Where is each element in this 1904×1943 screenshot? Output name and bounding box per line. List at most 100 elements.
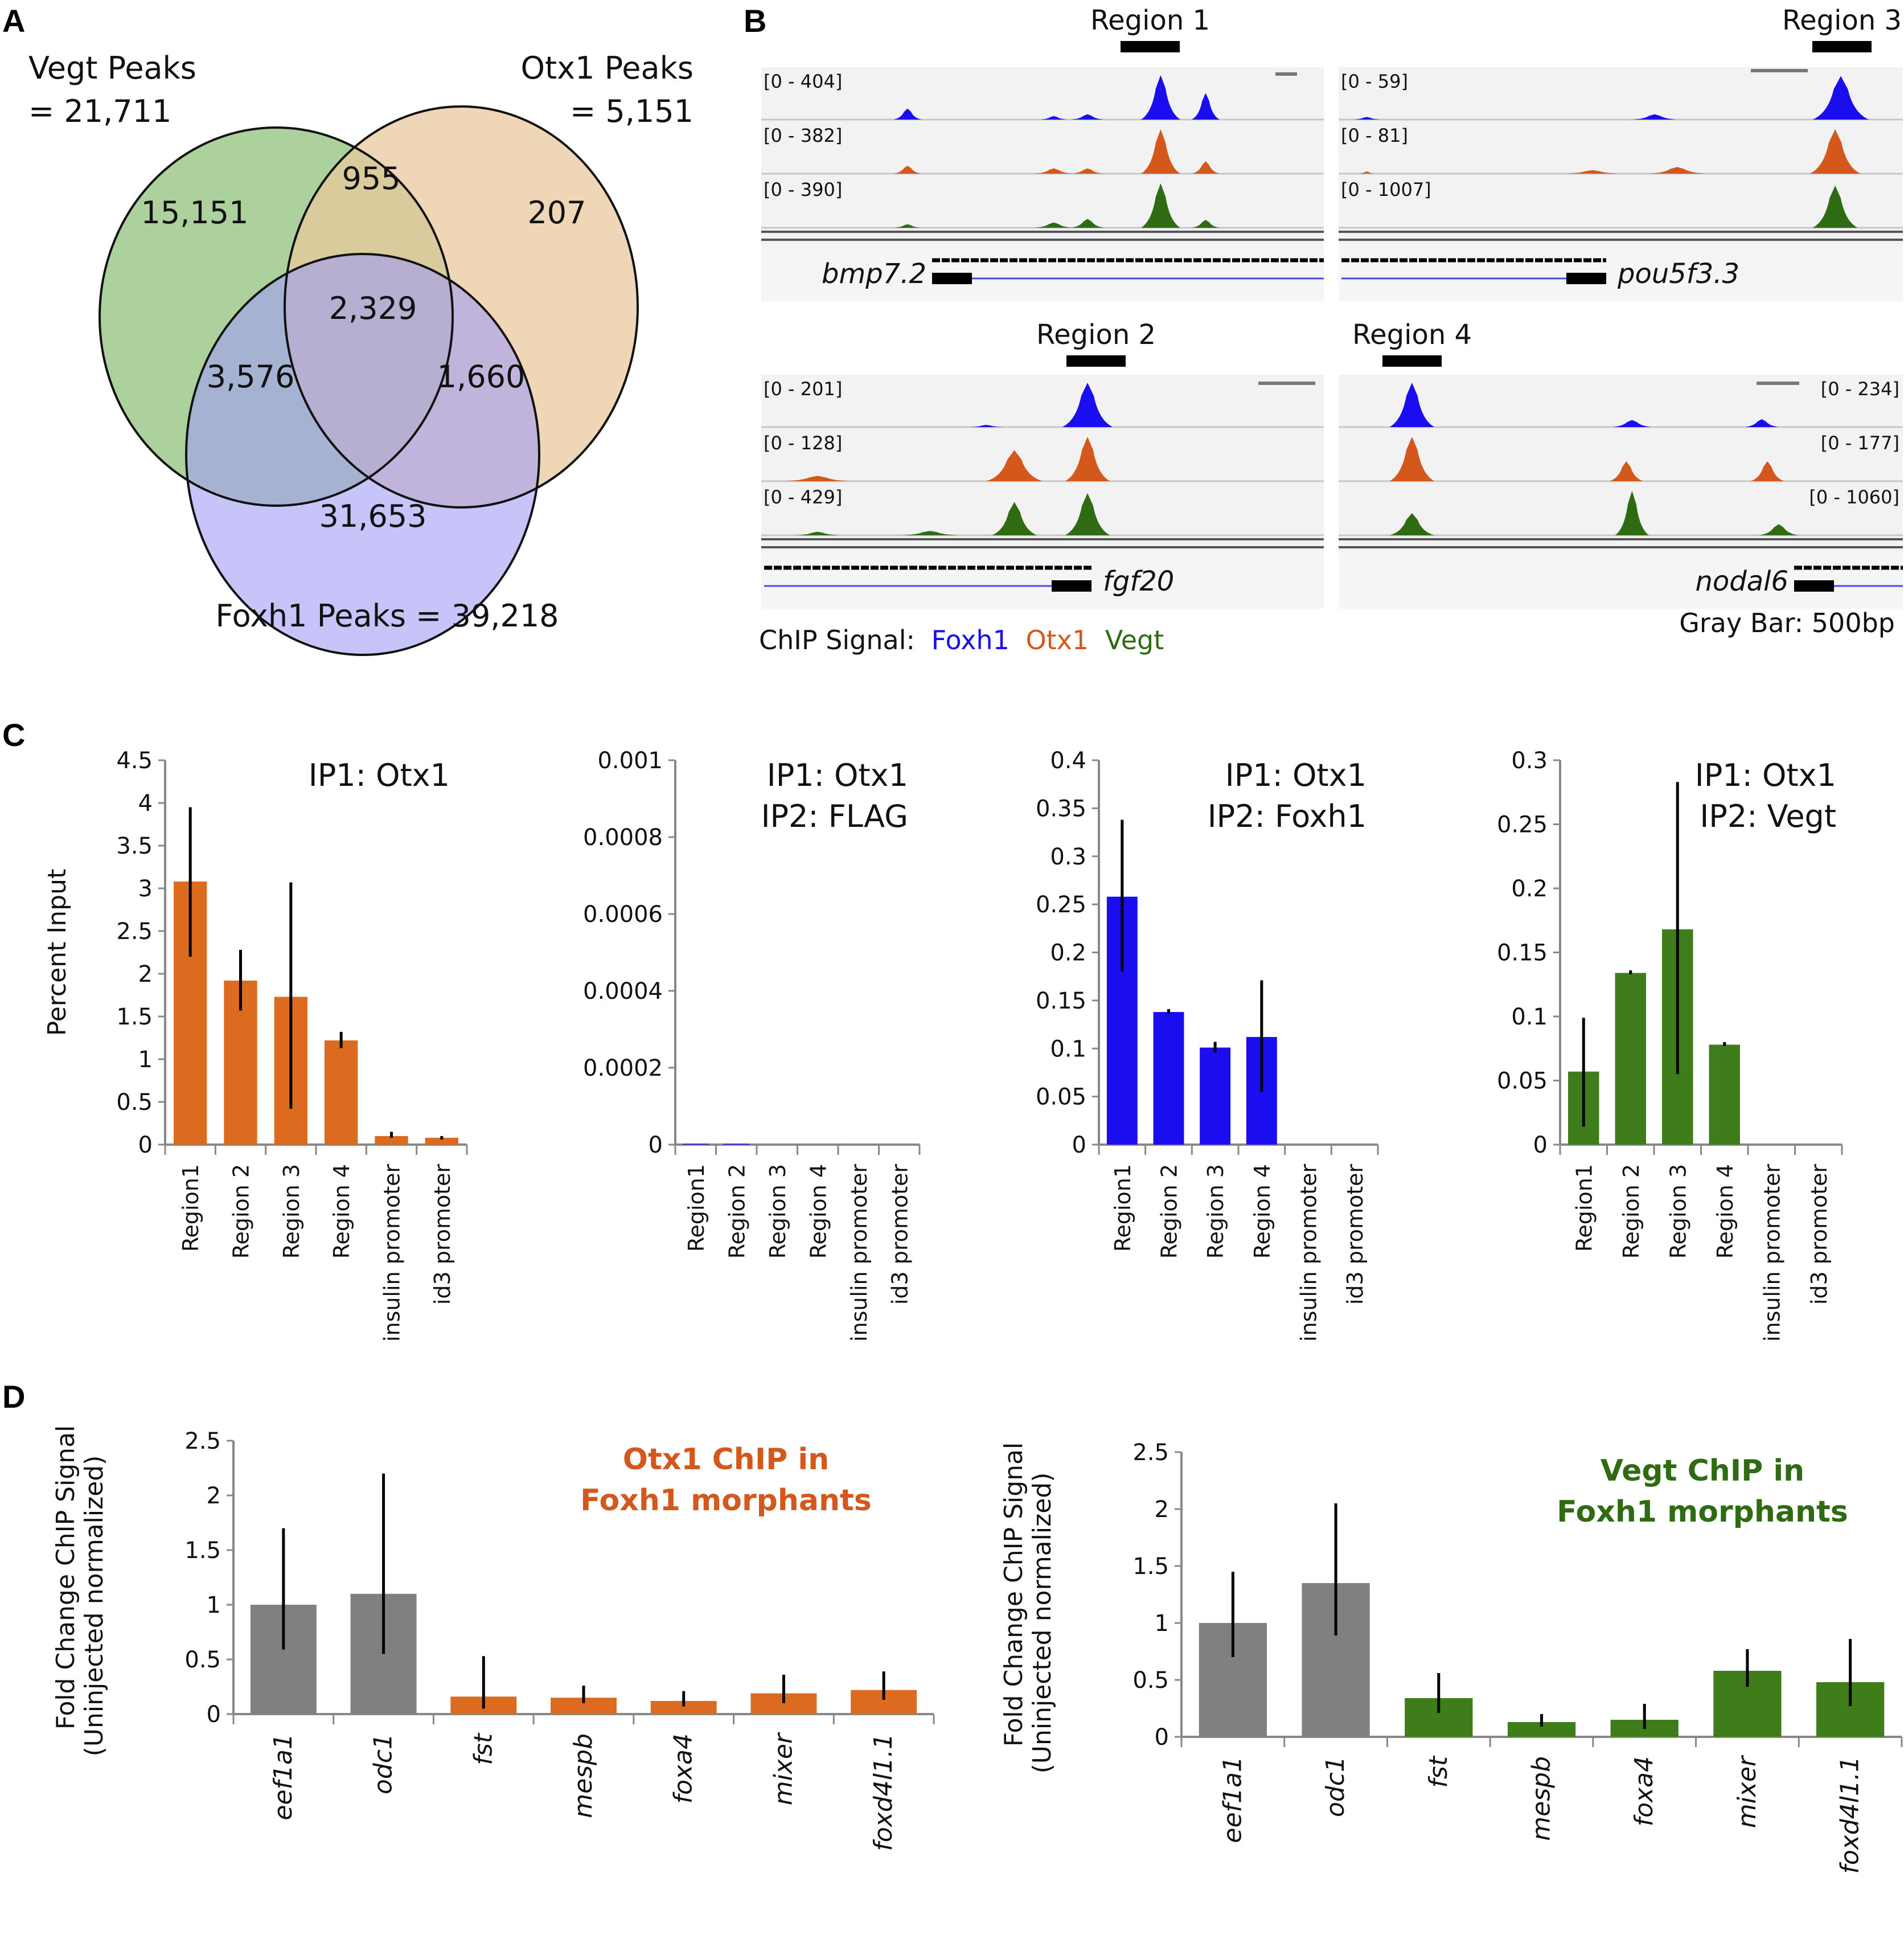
gene-track-background [761, 552, 1324, 609]
venn-region-otx1-only: 207 [527, 195, 586, 231]
chart-title-line2: IP2: FLAG [761, 798, 908, 834]
gene-model-exon [1052, 580, 1091, 592]
region-bar [1066, 355, 1126, 367]
gene-name: nodal6 [1695, 565, 1788, 597]
x-category-label: Region1 [684, 1164, 709, 1252]
chip-signal-legend: ChIP Signal: Foxh1 Otx1 Vegt Gray Bar: 5… [759, 608, 1895, 655]
signal-track-otx1 [783, 437, 1110, 481]
x-category-label: Region1 [178, 1164, 203, 1252]
y-tick-label: 4 [138, 790, 153, 817]
chart-title: Vegt ChIP in [1601, 1454, 1804, 1488]
x-category-label: insulin promoter [1759, 1164, 1784, 1342]
track-range-label: [0 - 201] [764, 378, 842, 400]
y-tick-label: 1 [138, 1047, 153, 1073]
bar [375, 1136, 408, 1145]
legend-vegt: Vegt [1105, 625, 1164, 655]
track-range-label: [0 - 128] [764, 432, 842, 454]
y-tick-label: 1.5 [1132, 1553, 1169, 1580]
y-tick-label: 4.5 [116, 748, 153, 774]
region-label: Region 4 [1352, 319, 1472, 351]
y-axis-label: Fold Change ChIP Signal [999, 1442, 1028, 1747]
signal-track-foxh1 [969, 383, 1113, 427]
x-category-label: insulin promoter [847, 1164, 872, 1342]
y-axis-label: Fold Change ChIP Signal [51, 1425, 80, 1730]
venn-region-vegt-otx1: 955 [342, 161, 400, 196]
x-category-label: Region1 [1110, 1164, 1135, 1252]
locus-fgf20: Region 2 [0 - 201] [0 - 128] [0 - 429] fgf20 [761, 319, 1324, 609]
track-background [1339, 67, 1903, 272]
x-category-label: Region 3 [1665, 1164, 1690, 1259]
bar [650, 1700, 717, 1714]
venn-region-foxh1-only: 31,653 [319, 498, 427, 534]
region-label: Region 3 [1782, 5, 1902, 36]
bar [723, 1143, 750, 1145]
x-category-label: Region 2 [1619, 1164, 1644, 1259]
venn-outline-otx1 [284, 105, 639, 509]
y-tick-label: 2 [1155, 1497, 1169, 1523]
x-category-label: eef1a1 [1218, 1756, 1247, 1843]
region-label: Region 1 [1090, 5, 1210, 36]
y-tick-label: 2.5 [116, 919, 153, 945]
track-range-label: [0 - 1007] [1341, 179, 1431, 200]
y-tick-label: 3 [138, 876, 153, 902]
region-bar [1121, 41, 1180, 52]
y-tick-label: 0 [1533, 1132, 1548, 1158]
y-tick-label: 1 [207, 1592, 221, 1618]
x-category-label: foxd4l1.1 [869, 1733, 898, 1851]
y-tick-label: 0 [649, 1132, 663, 1158]
bar [1153, 1012, 1184, 1145]
bar [425, 1138, 458, 1145]
gene-track-background [1339, 244, 1903, 301]
y-tick-label: 0.5 [116, 1089, 153, 1116]
x-category-label: mespb [569, 1733, 598, 1818]
signal-track-vegt [795, 493, 1110, 535]
x-category-label: mespb [1527, 1756, 1556, 1841]
signal-track-foxh1 [1389, 383, 1779, 427]
track-range-label: [0 - 59] [1341, 71, 1408, 92]
venn-outline-foxh1 [185, 253, 540, 656]
signal-track-vegt [1812, 185, 1858, 228]
bar [325, 1040, 358, 1145]
bar [1200, 1047, 1231, 1145]
gene-name: bmp7.2 [822, 258, 926, 290]
x-category-label: Region 3 [1203, 1164, 1228, 1259]
chart-title: IP1: Otx1 [1225, 757, 1367, 793]
x-category-label: Region 3 [279, 1164, 304, 1259]
scale-bar-note: Gray Bar: 500bp [1679, 608, 1895, 638]
legend-otx1: Otx1 [1025, 625, 1089, 655]
bar [1615, 973, 1646, 1145]
y-tick-label: 0.0002 [583, 1055, 663, 1081]
track-range-label: [0 - 390] [764, 179, 842, 200]
panel-label-b: B [744, 3, 766, 39]
chart-title: Otx1 ChIP in [623, 1442, 829, 1477]
y-tick-label: 0 [207, 1702, 221, 1728]
y-tick-label: 2 [138, 961, 153, 987]
y-tick-label: 0.25 [1497, 812, 1548, 838]
track-background [761, 67, 1324, 272]
region-bar [1812, 41, 1872, 52]
y-tick-label: 3.5 [116, 833, 153, 859]
x-category-label: odc1 [1321, 1756, 1350, 1817]
y-tick-label: 2 [207, 1483, 221, 1509]
venn-region-all: 2,329 [329, 290, 417, 326]
x-category-label: id3 promoter [430, 1164, 455, 1305]
locus-nodal6: Region 4 [0 - 234] [0 - 177] [0 - 1060] noda… [1339, 319, 1903, 609]
locus-pou5f3-3: Region 3 [0 - 59] [0 - 81] [0 - 1007] pou5f3… [1339, 5, 1903, 301]
y-axis-label-line2: (Uninjected normalized) [1028, 1473, 1057, 1774]
chart-title-line2: IP2: Foxh1 [1208, 798, 1367, 834]
gene-model-exon [1566, 273, 1606, 284]
x-category-label: id3 promoter [887, 1164, 912, 1305]
x-category-label: Region 2 [229, 1164, 254, 1259]
legend-foxh1: Foxh1 [932, 625, 1010, 655]
svg-text:ChIP Signal: Foxh1: ChIP Signal: Foxh1 Otx1 Vegt [759, 625, 1164, 655]
track-range-label: [0 - 234] [1821, 378, 1899, 400]
y-tick-label: 1.5 [184, 1538, 221, 1564]
signal-track-otx1 [893, 129, 1220, 174]
venn-count-otx1: = 5,151 [570, 93, 694, 129]
y-tick-label: 0.25 [1036, 892, 1086, 918]
signal-track-vegt [893, 183, 1220, 228]
gene-name: fgf20 [1103, 565, 1174, 597]
genome-browser-tracks: Region 1 [0 - 404] [0 - 382] [0 - 390] bmp7.… [761, 5, 1903, 609]
venn-label-otx1: Otx1 Peaks [520, 50, 694, 86]
gene-name: pou5f3.3 [1617, 258, 1739, 290]
